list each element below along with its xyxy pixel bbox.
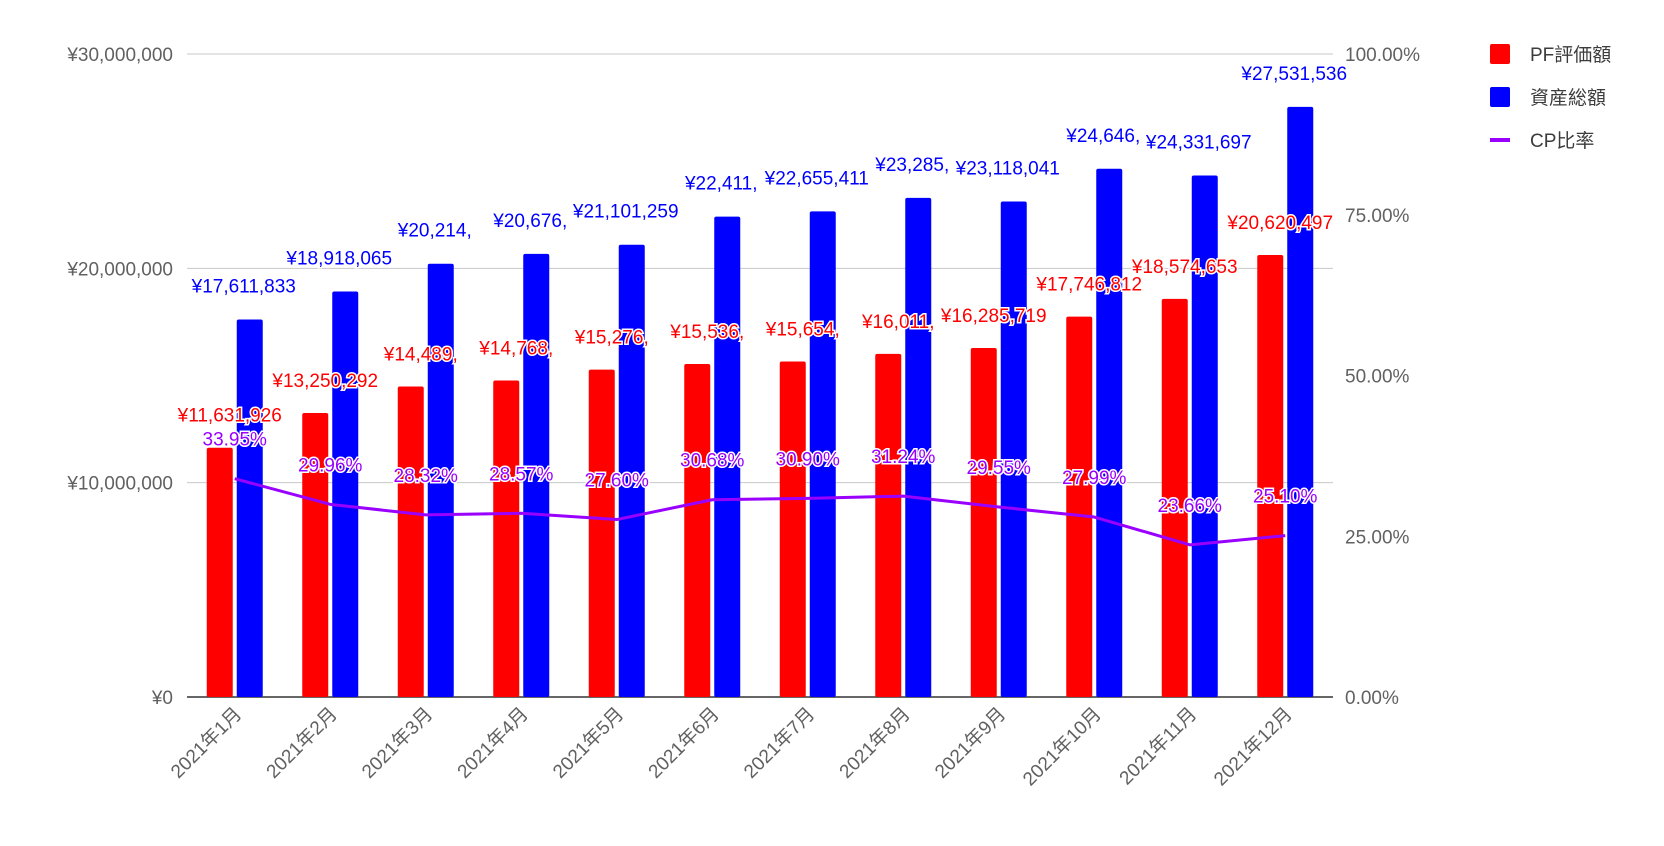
- data-label-total-assets: ¥17,611,833: [191, 277, 296, 298]
- y-axis-tick-label: ¥0: [151, 688, 173, 709]
- x-axis-tick-label: 2021年3月: [357, 703, 437, 783]
- y2-axis-tick-label: 25.00%: [1345, 527, 1410, 548]
- legend-label: PF評価額: [1530, 44, 1611, 66]
- bar-pf[interactable]: [875, 353, 902, 697]
- bar-total-assets[interactable]: [714, 216, 741, 697]
- data-label-pf: ¥18,574,653: [1131, 257, 1238, 278]
- data-label-cp-ratio: 30.90%: [776, 449, 841, 470]
- data-label-pf: ¥17,746,812: [1035, 275, 1142, 296]
- bar-total-assets[interactable]: [905, 197, 932, 697]
- y-axis-tick-label: ¥20,000,000: [66, 259, 173, 280]
- bar-pf[interactable]: [1066, 316, 1093, 697]
- legend-swatch-line: [1490, 138, 1510, 142]
- data-label-cp-ratio: 23.66%: [1158, 496, 1223, 517]
- x-axis-tick-label: 2021年4月: [453, 703, 533, 783]
- data-label-pf: ¥14,768,: [478, 338, 553, 359]
- bar-total-assets[interactable]: [1191, 175, 1218, 698]
- bar-pf[interactable]: [1257, 255, 1284, 698]
- bar-total-assets[interactable]: [523, 253, 550, 697]
- data-label-cp-ratio: 25.10%: [1253, 487, 1318, 508]
- y2-axis-tick-label: 100.00%: [1345, 45, 1420, 66]
- bar-total-assets[interactable]: [1000, 201, 1027, 697]
- y2-axis-tick-label: 0.00%: [1345, 688, 1399, 709]
- legend-swatch: [1490, 87, 1510, 107]
- data-label-total-assets: ¥24,331,697: [1145, 132, 1252, 153]
- data-label-total-assets: ¥23,118,041: [955, 159, 1060, 180]
- x-axis-tick-label: 2021年7月: [739, 703, 819, 783]
- data-label-cp-ratio: 28.57%: [489, 464, 554, 485]
- bar-pf[interactable]: [397, 386, 424, 697]
- x-axis-tick-label: 2021年2月: [262, 703, 342, 783]
- y2-axis-tick-label: 75.00%: [1345, 206, 1410, 227]
- legend-label: 資産総額: [1530, 87, 1606, 109]
- data-label-total-assets: ¥23,285,: [874, 155, 949, 176]
- bar-total-assets[interactable]: [1096, 168, 1123, 697]
- x-axis-tick-label: 2021年1月: [166, 703, 246, 783]
- x-axis-tick-label: 2021年12月: [1210, 703, 1297, 790]
- y-axis-tick-label: ¥30,000,000: [66, 45, 173, 66]
- data-label-pf: ¥13,250,292: [271, 371, 378, 392]
- data-label-pf: ¥15,276,: [574, 328, 649, 349]
- bar-pf[interactable]: [588, 369, 615, 697]
- y-axis-tick-label: ¥10,000,000: [66, 474, 173, 495]
- data-label-pf: ¥15,536,: [669, 322, 744, 343]
- data-label-total-assets: ¥27,531,536: [1240, 64, 1347, 85]
- data-label-pf: ¥11,631,926: [177, 406, 282, 427]
- data-label-total-assets: ¥21,101,259: [572, 202, 679, 223]
- data-label-cp-ratio: 29.55%: [967, 458, 1032, 479]
- data-label-pf: ¥20,620,497: [1226, 213, 1333, 234]
- bar-pf[interactable]: [684, 364, 711, 697]
- x-axis-tick-label: 2021年11月: [1115, 703, 1201, 789]
- data-label-cp-ratio: 27.60%: [585, 471, 650, 492]
- data-label-cp-ratio: 28.32%: [394, 466, 459, 487]
- bar-pf[interactable]: [779, 361, 806, 697]
- x-axis-tick-label: 2021年5月: [548, 703, 628, 783]
- data-label-pf: ¥16,285,719: [940, 306, 1047, 327]
- data-label-total-assets: ¥22,655,411: [764, 168, 869, 189]
- data-label-total-assets: ¥20,676,: [492, 211, 567, 232]
- x-axis-tick-label: 2021年8月: [835, 703, 915, 783]
- data-label-pf: ¥14,489,: [383, 344, 458, 365]
- legend-swatch: [1490, 44, 1510, 64]
- data-label-cp-ratio: 27.99%: [1062, 468, 1127, 489]
- bar-pf[interactable]: [493, 380, 520, 697]
- bar-pf[interactable]: [970, 347, 997, 697]
- data-label-total-assets: ¥24,646,: [1065, 126, 1140, 147]
- data-label-total-assets: ¥20,214,: [397, 221, 472, 242]
- bar-total-assets[interactable]: [427, 263, 454, 697]
- bar-pf[interactable]: [206, 447, 233, 697]
- x-axis-tick-label: 2021年6月: [644, 703, 724, 783]
- bar-total-assets[interactable]: [236, 319, 263, 697]
- data-label-total-assets: ¥18,918,065: [285, 249, 392, 270]
- data-label-pf: ¥16,011,: [861, 312, 935, 333]
- data-label-cp-ratio: 29.96%: [298, 455, 363, 476]
- data-label-cp-ratio: 31.24%: [871, 447, 936, 468]
- data-label-cp-ratio: 30.68%: [680, 451, 745, 472]
- bar-pf[interactable]: [302, 413, 329, 697]
- legend-label: CP比率: [1530, 130, 1594, 152]
- data-label-total-assets: ¥22,411,: [684, 174, 758, 195]
- data-label-cp-ratio: 33.95%: [203, 430, 268, 451]
- x-axis-tick-label: 2021年9月: [930, 703, 1010, 783]
- cp-ratio-line[interactable]: [234, 477, 1286, 547]
- data-label-pf: ¥15,654,: [765, 319, 840, 340]
- x-axis-tick-label: 2021年10月: [1019, 703, 1106, 790]
- bar-total-assets[interactable]: [618, 244, 645, 697]
- bar-total-assets[interactable]: [809, 211, 836, 698]
- bar-total-assets[interactable]: [332, 291, 359, 697]
- y2-axis-tick-label: 50.00%: [1345, 367, 1410, 388]
- bar-pf[interactable]: [1161, 298, 1188, 697]
- bar-total-assets[interactable]: [1287, 106, 1314, 697]
